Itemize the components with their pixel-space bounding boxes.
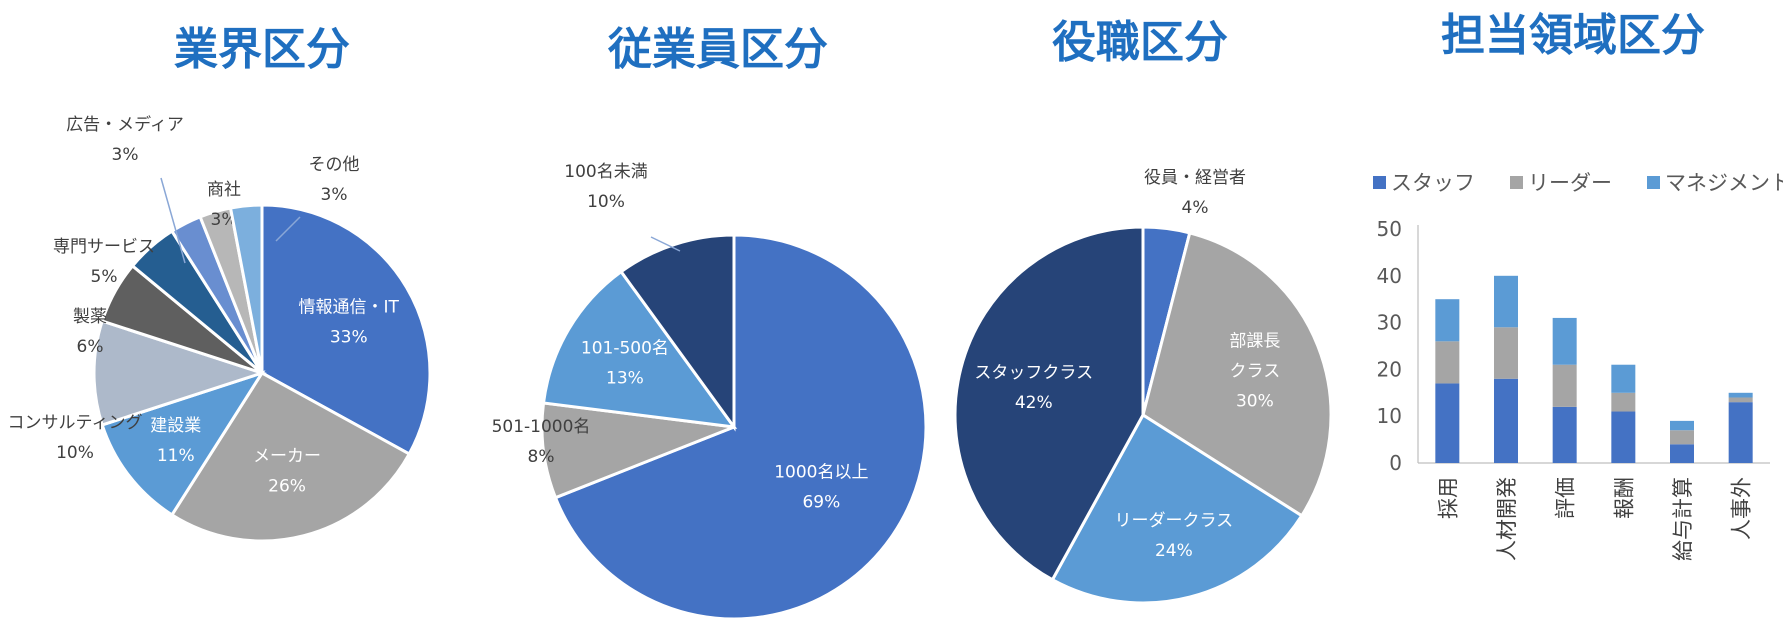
pie-slice — [92, 319, 267, 427]
bar-segment — [1728, 397, 1753, 403]
slice-label: 101-500名 13% — [581, 338, 669, 388]
pie-slice — [1050, 412, 1304, 605]
chart-title-employees: 従業員区分 — [607, 24, 828, 75]
slice-label: その他 3% — [309, 155, 360, 205]
bar-segment — [1552, 406, 1577, 463]
position-pie: 役員・経営者 4% 部課長クラス 30% リーダークラス 24% スタッフクラス 42% — [953, 168, 1333, 605]
slice-label: 製薬 6% — [73, 307, 107, 357]
bar-segment — [1611, 392, 1636, 412]
y-tick-label: 30 — [1377, 311, 1402, 335]
x-category-label: 採用 — [1436, 477, 1460, 519]
bar-segment — [1494, 327, 1518, 379]
slice-label: 建設業 11% — [150, 416, 201, 466]
legend-swatch — [1647, 176, 1660, 189]
y-tick-label: 0 — [1389, 451, 1402, 475]
slice-label: 部課長クラス 30% — [1229, 332, 1280, 412]
bar-segment — [1435, 299, 1460, 342]
slice-label: 100名未満 10% — [564, 162, 647, 212]
industry-pie: 情報通信・IT 33% メーカー 26% 建設業 11%コンサルティング 10% 製薬 6% 専門… — [8, 114, 432, 543]
bar-segment — [1670, 420, 1694, 431]
slice-label: スタッフクラス 42% — [974, 363, 1093, 413]
pie-slice — [619, 233, 736, 432]
slice-label: 専門サービス 5% — [53, 237, 155, 287]
bar-segment — [1552, 317, 1577, 365]
bar-segment — [1670, 444, 1694, 463]
legend-label: スタッフ — [1391, 171, 1475, 195]
bar-segment — [1670, 430, 1694, 445]
y-tick-label: 40 — [1377, 264, 1402, 288]
legend-swatch — [1373, 176, 1386, 189]
slice-label: リーダークラス 24% — [1115, 511, 1234, 561]
y-tick-label: 10 — [1377, 404, 1402, 428]
chart-title-position: 役職区分 — [1052, 17, 1228, 68]
chart-title-industry: 業界区分 — [174, 24, 350, 75]
employee-pie: 1000名以上 69% 501-1000名 8% 101-500名 13% 100名未満 10… — [492, 162, 928, 621]
pie-slice — [553, 233, 928, 621]
bar-segment — [1728, 392, 1753, 398]
bar-segment — [1435, 341, 1460, 384]
bar-segment — [1611, 364, 1636, 393]
slice-label: 広告・メディア 3% — [66, 114, 184, 165]
y-tick-label: 20 — [1377, 357, 1402, 381]
leader-line — [650, 236, 681, 252]
bar-segment — [1611, 411, 1636, 463]
legend-label: マネジメント — [1665, 171, 1783, 195]
slice-label: 情報通信・IT 33% — [299, 298, 400, 348]
x-category-label: 人事外 — [1730, 477, 1754, 540]
pie-slice — [953, 225, 1145, 582]
x-category-label: 報酬 — [1612, 477, 1636, 519]
bar-segment — [1494, 378, 1518, 463]
slice-label: コンサルティング 10% — [8, 413, 143, 463]
y-tick-label: 50 — [1377, 217, 1402, 241]
pie-slice — [541, 269, 738, 429]
leader-line — [275, 216, 301, 242]
x-category-label: 評価 — [1554, 477, 1578, 519]
slice-label: 501-1000名 8% — [492, 417, 591, 467]
chart-title-domain: 担当領域区分 — [1441, 10, 1705, 61]
bar-segment — [1728, 402, 1753, 463]
legend-swatch — [1510, 176, 1523, 189]
bar-segment — [1552, 364, 1577, 407]
slice-label: メーカー 26% — [253, 447, 321, 497]
leader-line — [160, 177, 186, 264]
bar-segment — [1494, 275, 1518, 328]
pie-slice — [540, 401, 735, 500]
pie-slice — [1141, 231, 1333, 518]
x-category-label: 人材開発 — [1495, 477, 1519, 561]
slice-label: 1000名以上 69% — [774, 462, 868, 512]
pie-slice — [100, 370, 266, 517]
pie-slice — [228, 203, 264, 374]
bar-segment — [1435, 383, 1460, 463]
x-category-label: 給与計算 — [1671, 477, 1695, 561]
legend-label: リーダー — [1528, 171, 1612, 195]
domain-stacked-bar: 0 10 20 30 40 50 採用 人材開発 評価 報酬 給与計算 人事外 スタッフ リーダー マネジメ… — [1373, 171, 1783, 561]
pie-slice — [260, 203, 432, 456]
pie-slice — [169, 371, 412, 543]
slice-label: 役員・経営者 4% — [1144, 168, 1246, 218]
